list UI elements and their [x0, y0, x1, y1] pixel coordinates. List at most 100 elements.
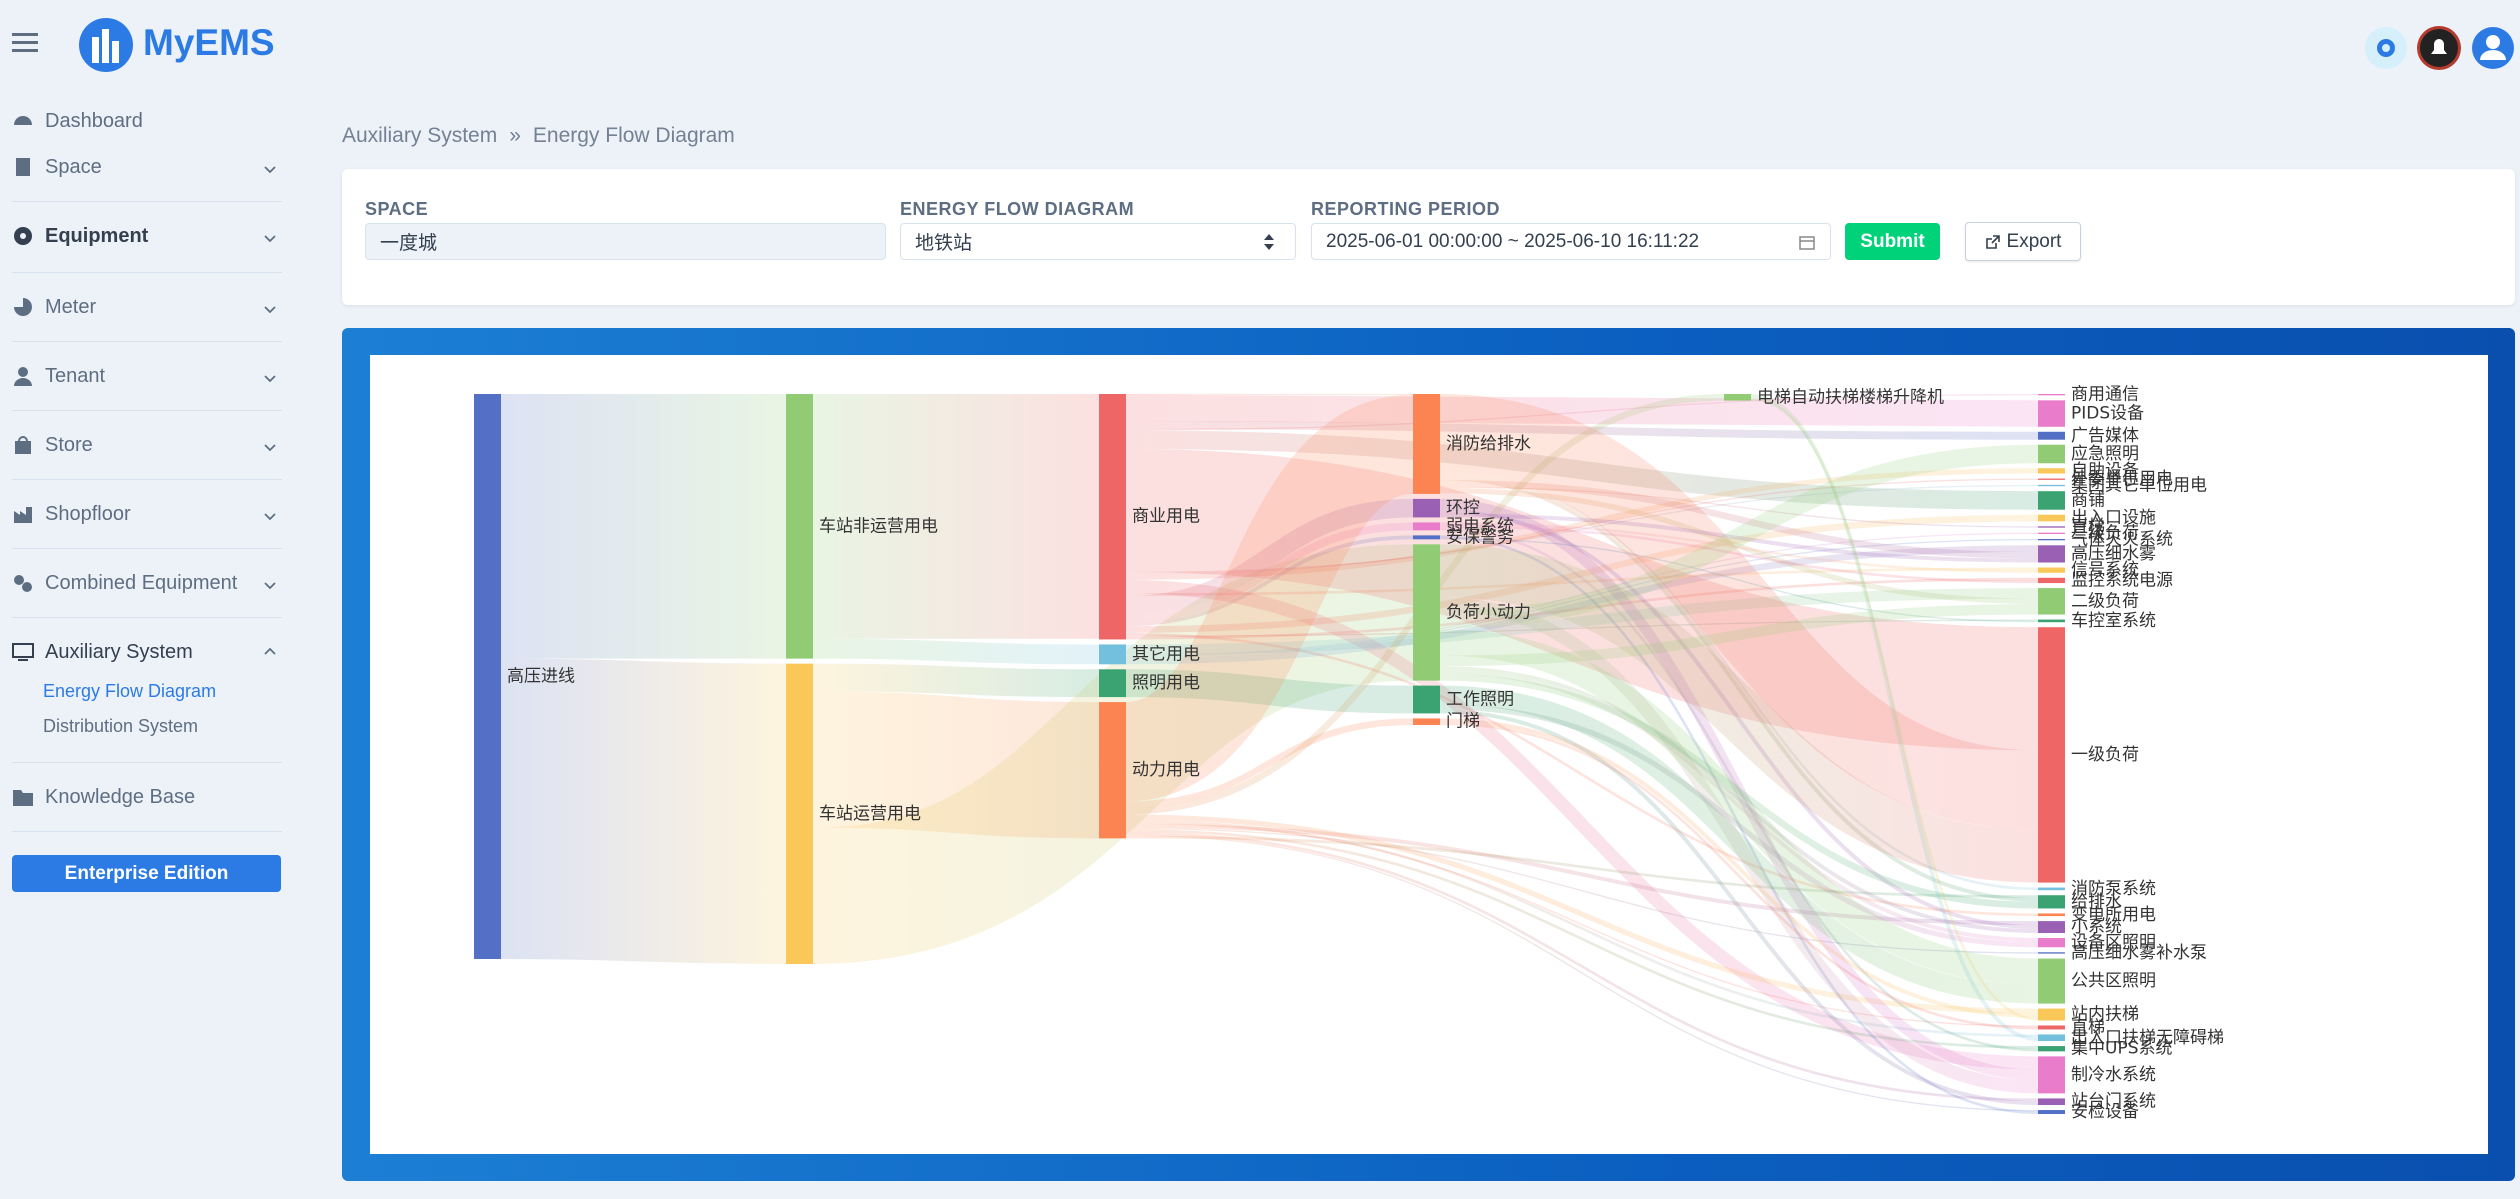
nav-label[interactable]: Shopfloor — [45, 502, 131, 525]
breadcrumb-link[interactable]: Auxiliary System — [342, 124, 498, 147]
export-label[interactable]: Export — [2006, 230, 2062, 252]
sankey-node — [2038, 921, 2065, 934]
sankey-link — [1125, 814, 2039, 1014]
nav-item[interactable]: Store — [12, 428, 93, 462]
chevron[interactable] — [262, 301, 278, 317]
date-range-input[interactable]: 2025-06-01 00:00:00 ~ 2025-06-10 16:11:2… — [1311, 223, 1831, 260]
nav-label[interactable]: Combined Equipment — [45, 571, 238, 594]
node-label: 给排水 — [2071, 892, 2122, 912]
sankey-link — [1439, 393, 2039, 830]
chevron[interactable] — [262, 161, 278, 177]
menu-toggle[interactable] — [10, 30, 40, 56]
node-label: PIDS设备 — [2071, 404, 2144, 424]
sankey-link — [1439, 522, 2039, 573]
nav-item[interactable]: Tenant — [12, 359, 105, 393]
nav-item[interactable]: Shopfloor — [12, 497, 131, 531]
sankey-node — [1413, 394, 1440, 494]
nav-item[interactable]: Combined Equipment — [12, 566, 237, 600]
sankey-node — [2038, 394, 2065, 396]
node-label: 制冷水系统 — [2071, 1065, 2156, 1085]
sankey-link — [500, 658, 787, 965]
chevron[interactable] — [262, 439, 278, 455]
sankey-node — [2038, 538, 2065, 541]
chevron[interactable] — [262, 508, 278, 524]
chevron[interactable] — [262, 230, 278, 246]
node-label: 二级负荷 — [2071, 591, 2139, 611]
sankey-node — [2038, 491, 2065, 510]
chevron[interactable] — [262, 370, 278, 386]
nav-item[interactable]: Space — [12, 150, 102, 184]
node-label: 电梯自动扶梯楼梯升降机 — [1757, 387, 1944, 407]
node-label: 安检设备 — [2071, 1102, 2139, 1122]
sankey-node — [1099, 669, 1126, 698]
nav-label[interactable]: Space — [45, 155, 102, 178]
header-icons[interactable] — [2362, 24, 2517, 72]
separator — [12, 762, 282, 763]
node-label: 监控系统电源 — [2071, 570, 2173, 590]
field-label: REPORTING PERIOD — [1311, 199, 1501, 219]
nav-subitem[interactable]: Energy Flow Diagram — [43, 681, 217, 701]
nav-item[interactable]: Auxiliary System — [12, 635, 193, 669]
separator — [12, 272, 282, 273]
sankey-link — [1125, 718, 1414, 808]
sankey-node — [2038, 887, 2065, 891]
nav-item[interactable]: Knowledge Base — [12, 780, 195, 814]
nav-label[interactable]: Knowledge Base — [45, 785, 196, 808]
node-label: 工作照明 — [1446, 690, 1514, 710]
nav-label[interactable]: Auxiliary System — [45, 640, 193, 663]
sankey-node — [2038, 400, 2065, 427]
sankey-node — [2038, 478, 2065, 480]
node-label: 照明用电 — [1132, 673, 1200, 693]
nav-item[interactable]: Dashboard — [12, 104, 143, 138]
node-label: 门梯 — [1446, 712, 1480, 732]
calendar-icon[interactable] — [1798, 233, 1816, 251]
sankey-node — [1413, 544, 1440, 681]
chevron[interactable] — [262, 643, 278, 659]
nav-label[interactable]: Meter — [45, 295, 97, 318]
sankey-link — [1439, 486, 2039, 528]
node-label: 弱电系统 — [1446, 516, 1514, 536]
node-label: 外委单位用电 — [2071, 469, 2173, 489]
space-input[interactable]: 一度城 — [365, 223, 886, 260]
sankey-node — [1413, 718, 1440, 726]
sankey-link — [1125, 829, 2039, 1049]
sankey-node — [2038, 1025, 2065, 1030]
sankey-link — [1439, 718, 2039, 1018]
sankey-link — [1439, 685, 2039, 1004]
node-label: 集团其它单位用电 — [2071, 476, 2207, 496]
nav-label[interactable]: Dashboard — [45, 109, 143, 132]
sankey-node — [2038, 938, 2065, 948]
nav-label[interactable]: Store — [45, 433, 93, 456]
sankey-link — [812, 638, 1100, 665]
sankey-node — [1413, 535, 1440, 540]
sankey-node — [1413, 522, 1440, 531]
nav-item[interactable]: Meter — [12, 290, 96, 324]
sankey-node — [2038, 444, 2065, 464]
logo-icon[interactable] — [78, 17, 134, 73]
nav-label[interactable]: Tenant — [45, 364, 106, 387]
node-label: 设备区照明 — [2071, 933, 2156, 953]
logo-text[interactable]: MyEMS — [143, 22, 275, 63]
separator — [12, 617, 282, 618]
node-label: 气体灭火系统 — [2071, 530, 2173, 550]
node-label: 动力用电 — [1132, 760, 1200, 780]
sankey-node — [2038, 952, 2065, 954]
edition-button[interactable]: Enterprise Edition — [12, 855, 281, 892]
sankey-node — [2038, 514, 2065, 522]
sankey-node — [2038, 958, 2065, 1004]
nav-label[interactable]: Equipment — [45, 224, 149, 247]
nav-item[interactable]: Equipment — [12, 219, 148, 253]
sankey-link — [1439, 709, 2039, 1106]
sankey-link — [1439, 525, 2039, 584]
field-label: ENERGY FLOW DIAGRAM — [900, 199, 1135, 219]
diagram-select[interactable]: 地铁站 — [900, 223, 1296, 260]
node-label: 商用通信 — [2071, 385, 2139, 405]
submit-button[interactable]: Submit — [1845, 223, 1940, 260]
nav-subitem[interactable]: Distribution System — [43, 716, 199, 736]
export-button[interactable]: Export — [1965, 222, 2081, 261]
sankey-link — [1125, 394, 2039, 427]
chevron[interactable] — [262, 577, 278, 593]
sankey-link — [1439, 666, 2039, 934]
